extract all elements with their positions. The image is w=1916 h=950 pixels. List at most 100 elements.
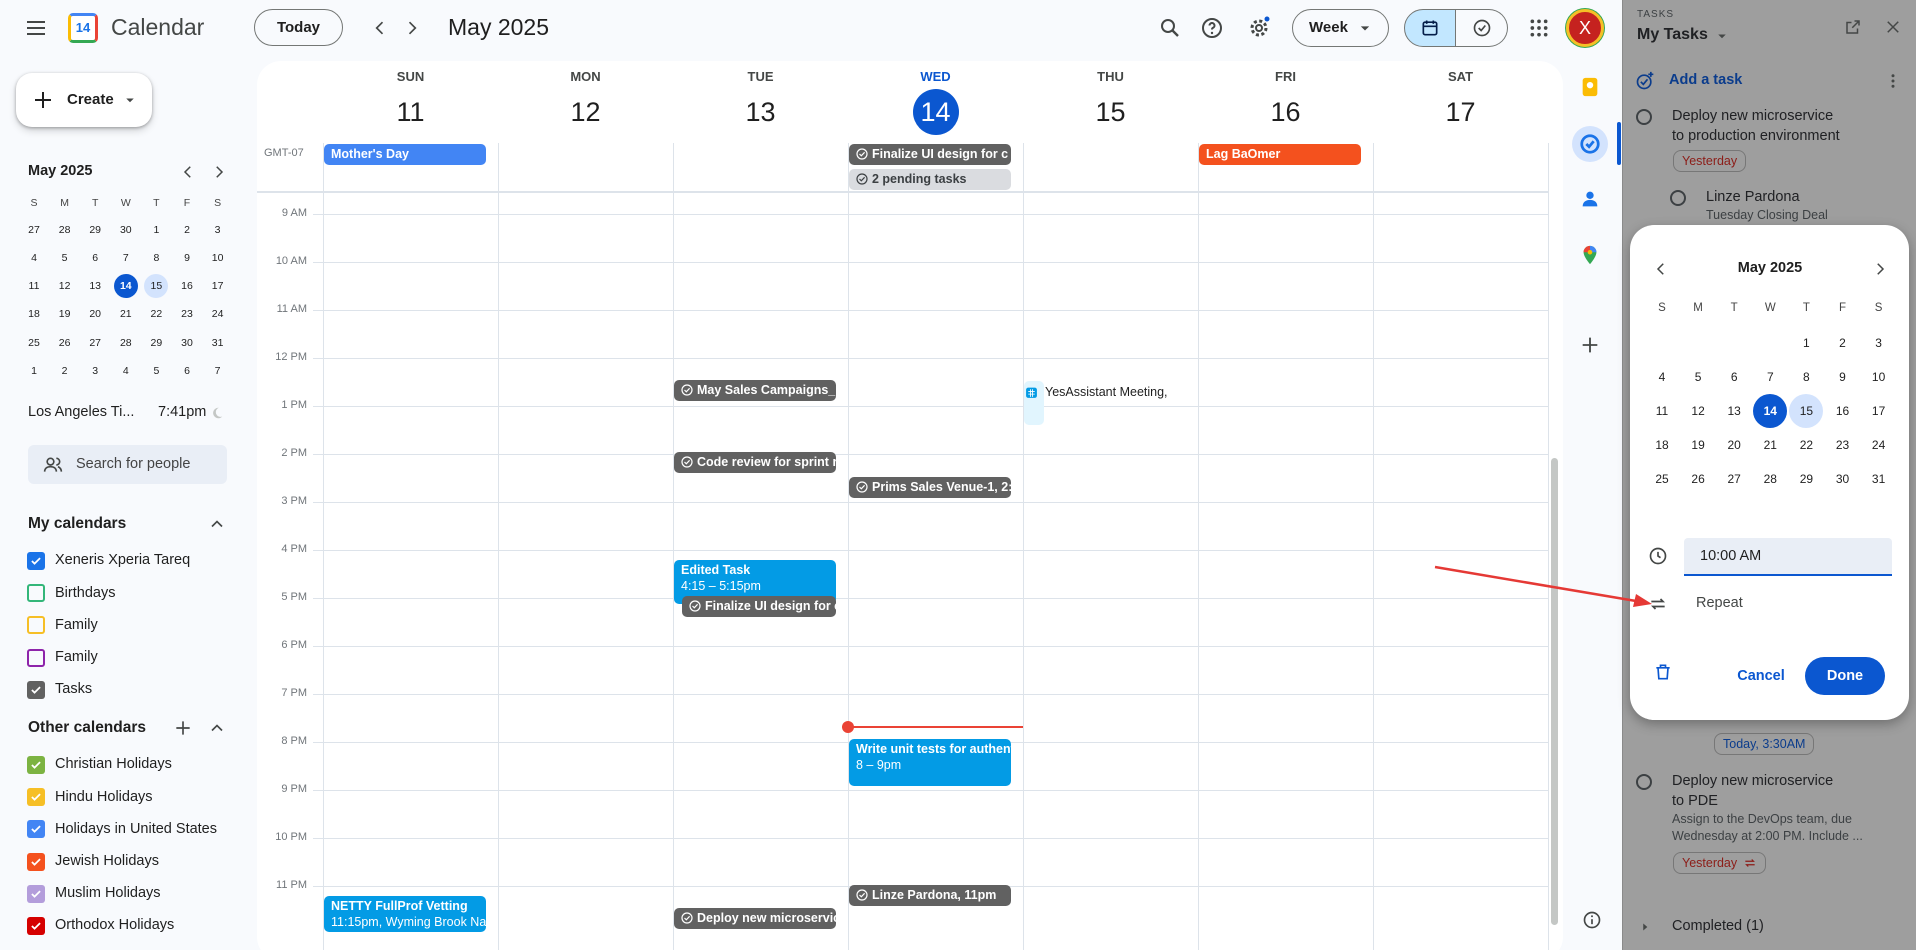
- mini-day[interactable]: 6: [184, 364, 190, 377]
- picker-day[interactable]: 2: [1839, 335, 1846, 350]
- picker-day[interactable]: 23: [1835, 437, 1850, 452]
- calendar-checkbox[interactable]: [27, 820, 45, 839]
- mini-day[interactable]: 12: [58, 280, 71, 293]
- day-date[interactable]: 15: [1095, 96, 1126, 127]
- task-title[interactable]: to production environment: [1672, 128, 1840, 145]
- mini-day[interactable]: 20: [89, 308, 102, 321]
- task-title[interactable]: Deploy new microservice: [1672, 108, 1834, 125]
- today-button[interactable]: Today: [254, 9, 343, 46]
- calendar-event[interactable]: Finalize UI design for c: [849, 144, 1011, 165]
- calendar-checkbox[interactable]: [27, 552, 45, 570]
- mini-day[interactable]: 15: [150, 280, 163, 293]
- picker-day[interactable]: 12: [1691, 403, 1705, 418]
- day-date[interactable]: 16: [1270, 96, 1301, 127]
- calendar-event[interactable]: Code review for sprint re: [674, 452, 836, 473]
- picker-day[interactable]: 24: [1871, 437, 1886, 452]
- picker-day[interactable]: 22: [1799, 437, 1814, 452]
- mini-day[interactable]: 3: [214, 223, 221, 236]
- view-selector[interactable]: [1292, 9, 1389, 47]
- mini-day[interactable]: 10: [211, 251, 224, 264]
- calendar-event[interactable]: May Sales Campaigns_B: [674, 380, 836, 401]
- picker-prev[interactable]: [1652, 260, 1670, 278]
- mini-day[interactable]: 24: [211, 308, 224, 321]
- mini-day[interactable]: 18: [28, 308, 40, 321]
- mini-day[interactable]: 30: [181, 336, 193, 349]
- mini-day[interactable]: 6: [92, 251, 99, 264]
- task-checkbox[interactable]: [1636, 109, 1652, 125]
- close-panel[interactable]: [1884, 18, 1902, 36]
- mini-day[interactable]: 16: [181, 280, 193, 293]
- calendar-checkbox[interactable]: [27, 756, 45, 774]
- day-date[interactable]: 11: [396, 96, 425, 127]
- calendar-event[interactable]: NETTY FullProf Vetting 11:15pm, Wyming Br…: [324, 896, 486, 932]
- calendar-name[interactable]: Hindu Holidays: [55, 788, 153, 805]
- picker-day[interactable]: 3: [1875, 335, 1882, 350]
- section-collapse[interactable]: [207, 514, 227, 534]
- mini-day[interactable]: 23: [181, 308, 193, 321]
- calendar-event[interactable]: Mother's Day: [324, 144, 486, 165]
- mini-day[interactable]: 30: [119, 223, 132, 236]
- mini-day[interactable]: 28: [58, 223, 71, 236]
- day-date[interactable]: 13: [745, 96, 776, 127]
- repeat-option[interactable]: Repeat: [1696, 595, 1743, 612]
- picker-day[interactable]: 1: [1803, 335, 1810, 350]
- calendar-name[interactable]: Orthodox Holidays: [55, 917, 175, 934]
- tasks-toggle[interactable]: [1456, 9, 1508, 47]
- day-date[interactable]: 14: [920, 96, 951, 127]
- picker-day[interactable]: 30: [1835, 471, 1850, 486]
- day-date[interactable]: 12: [570, 96, 601, 127]
- done-button[interactable]: Done: [1805, 657, 1885, 695]
- mini-day[interactable]: 11: [28, 280, 40, 293]
- mini-day[interactable]: 29: [89, 223, 102, 236]
- picker-day[interactable]: 26: [1691, 471, 1705, 486]
- search-button[interactable]: [1158, 16, 1182, 40]
- mini-day[interactable]: 27: [28, 223, 40, 236]
- picker-day[interactable]: 16: [1835, 403, 1850, 418]
- mini-day[interactable]: 27: [89, 336, 102, 349]
- mini-day[interactable]: 26: [58, 336, 71, 349]
- picker-day[interactable]: 13: [1727, 403, 1741, 418]
- calendar-name[interactable]: Jewish Holidays: [55, 852, 159, 869]
- picker-day[interactable]: 31: [1871, 471, 1886, 486]
- calendar-event[interactable]: 2 pending tasks: [849, 169, 1011, 190]
- calendar-event[interactable]: Lag BaOmer: [1199, 144, 1361, 165]
- mini-day[interactable]: 5: [61, 251, 68, 264]
- settings-button[interactable]: [1247, 16, 1271, 40]
- calendar-event[interactable]: Linze Pardona, 11pm: [849, 885, 1011, 906]
- day-date[interactable]: 17: [1445, 96, 1476, 127]
- task-date-chip[interactable]: Yesterday: [1673, 150, 1747, 172]
- picker-day[interactable]: 28: [1763, 471, 1777, 486]
- mini-day[interactable]: 28: [119, 336, 132, 349]
- picker-day[interactable]: 9: [1839, 369, 1846, 384]
- calendar-checkbox[interactable]: [27, 680, 45, 699]
- mini-day[interactable]: 7: [214, 364, 221, 377]
- next-week[interactable]: [402, 18, 422, 38]
- mini-day[interactable]: 2: [184, 223, 190, 236]
- picker-day[interactable]: 5: [1694, 369, 1702, 384]
- picker-day[interactable]: 20: [1727, 437, 1741, 452]
- picker-day[interactable]: 14: [1763, 403, 1777, 418]
- add-task[interactable]: Add a task: [1669, 72, 1743, 89]
- mini-day[interactable]: 1: [153, 223, 160, 236]
- picker-day[interactable]: 6: [1730, 369, 1738, 384]
- mini-day[interactable]: 29: [150, 336, 163, 349]
- picker-next[interactable]: [1871, 260, 1889, 278]
- mini-day[interactable]: 22: [150, 308, 163, 321]
- calendar-name[interactable]: Tasks: [55, 681, 93, 698]
- calendar-name[interactable]: Birthdays: [55, 584, 116, 601]
- calendar-name[interactable]: Muslim Holidays: [55, 885, 161, 902]
- picker-day[interactable]: 4: [1658, 369, 1666, 384]
- maps-icon[interactable]: [1579, 244, 1601, 266]
- picker-day[interactable]: 15: [1799, 403, 1814, 418]
- task-checkbox[interactable]: [1670, 190, 1686, 206]
- mini-day[interactable]: 3: [92, 364, 99, 377]
- calendar-event[interactable]: Deploy new microservic: [674, 908, 836, 929]
- previous-week[interactable]: [370, 18, 390, 38]
- tasks-rail-icon[interactable]: [1579, 133, 1601, 155]
- list-menu[interactable]: [1884, 72, 1902, 90]
- calendar-name[interactable]: Christian Holidays: [55, 756, 172, 773]
- calendar-event[interactable]: Finalize UI design for c: [682, 596, 836, 617]
- help-button[interactable]: [1200, 16, 1224, 40]
- main-menu[interactable]: [24, 16, 48, 40]
- time-field[interactable]: [1684, 538, 1892, 576]
